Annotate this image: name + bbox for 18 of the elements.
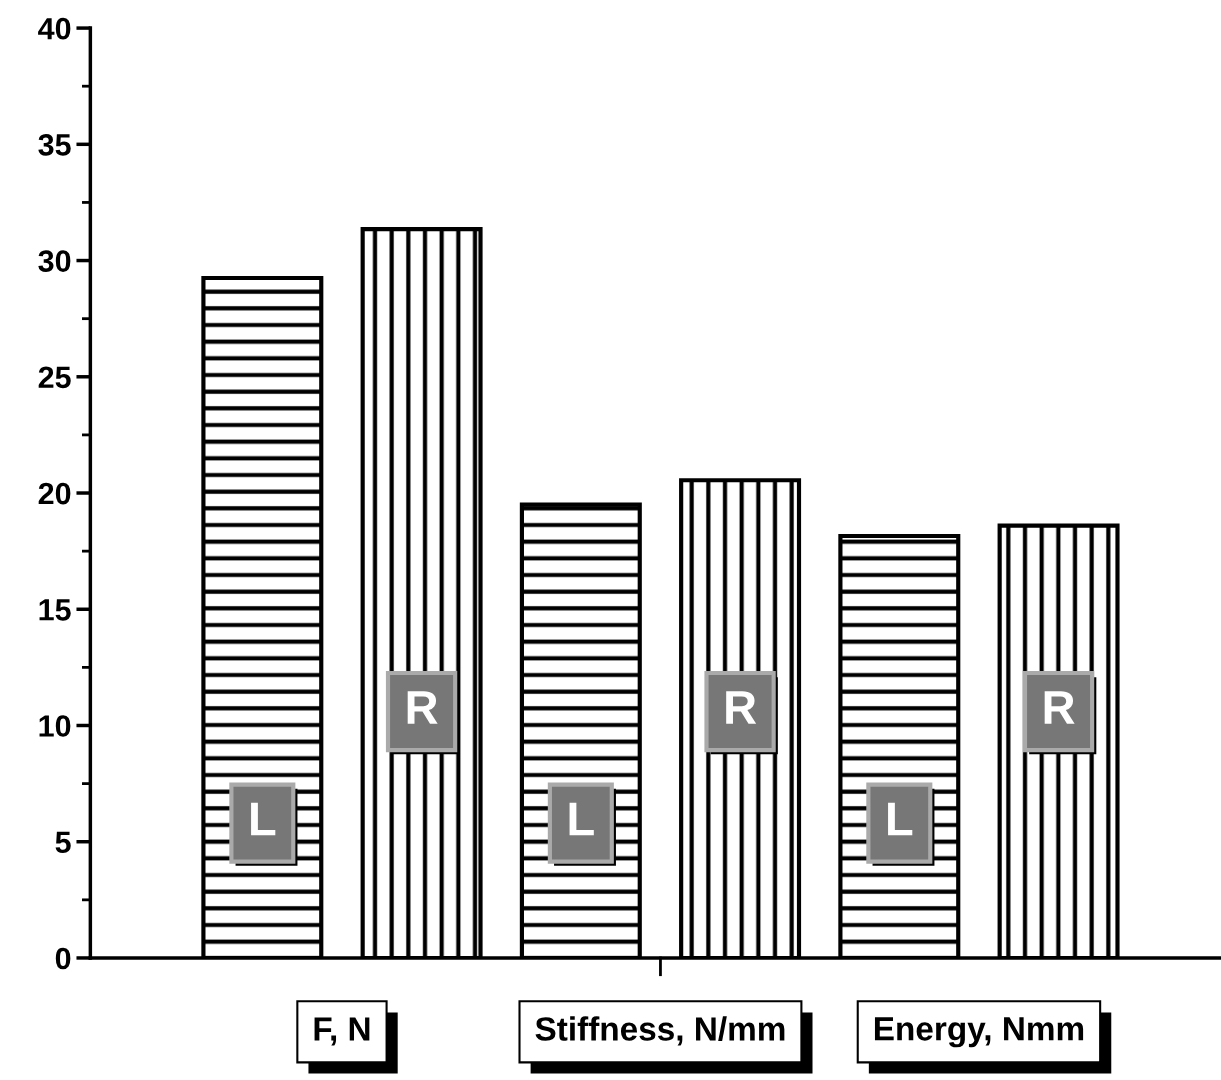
x-tick-label: Energy, Nmm bbox=[874, 1017, 1084, 1048]
x-tick-label: Stiffness, N/mm bbox=[535, 1016, 785, 1046]
y-tick-label: 20 bbox=[38, 482, 71, 505]
text: R bbox=[407, 691, 438, 724]
y-tick-label: 0 bbox=[55, 947, 71, 970]
series-label: L bbox=[569, 802, 594, 836]
x-tick-label: F, N bbox=[314, 1017, 370, 1046]
text: L bbox=[251, 802, 276, 836]
y-tick-label: 5 bbox=[55, 831, 71, 854]
text: L bbox=[888, 802, 913, 836]
y-tick-label: 25 bbox=[38, 366, 71, 389]
series-label: R bbox=[1044, 691, 1075, 724]
y-tick-label: 30 bbox=[38, 250, 71, 272]
y-tick-label: 35 bbox=[38, 134, 71, 156]
text: R bbox=[726, 691, 757, 724]
y-tick-label: 40 bbox=[38, 17, 71, 40]
y-tick-label: 15 bbox=[39, 599, 71, 621]
y-tick-label: 10 bbox=[39, 715, 71, 737]
